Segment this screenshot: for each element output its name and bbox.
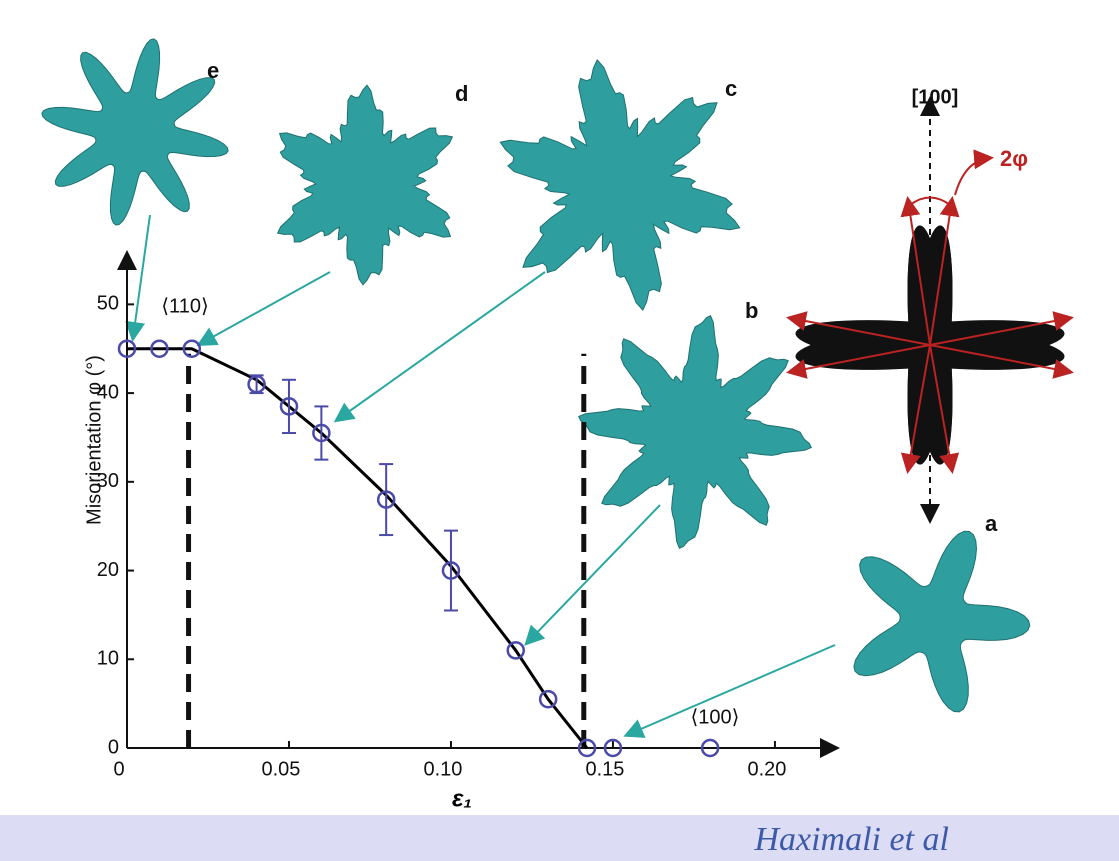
angle-arrow [955,158,990,195]
pointer [527,505,660,643]
crystal [42,39,228,225]
x-tick-label: 0.15 [585,758,624,780]
x-tick-label: 0.20 [747,758,786,780]
annotation: ⟨100⟩ [691,706,740,728]
panel-label: e [207,58,219,83]
illustrations [42,39,1070,735]
x-tick-label: 0.05 [262,758,301,780]
crystal [579,316,812,549]
panel-label: d [455,81,468,106]
pointer [200,272,330,344]
credit: Haximali et al [754,821,949,859]
fit-curve [127,349,587,748]
panel-label: a [985,511,998,536]
pointer [337,272,545,420]
x-tick-label: 0 [113,758,124,780]
y-tick-label: 0 [108,736,119,758]
annotation: 2φ [1000,146,1028,171]
x-axis-label: ε₁ [452,785,472,812]
annotation: ⟨110⟩ [161,295,209,317]
panel-label: b [745,298,758,323]
crystal [500,60,739,310]
footer: Haximali et al [0,815,1119,861]
y-tick-label: 20 [97,559,119,581]
pointer [133,215,150,338]
panel-label: c [725,76,737,101]
chart: Misorientation φ (°) ε₁ ⟨110⟩ ⟨100⟩ a b … [0,0,1119,815]
y-tick-label: 50 [97,293,119,315]
page: Misorientation φ (°) ε₁ ⟨110⟩ ⟨100⟩ a b … [0,0,1119,861]
crystal [854,531,1030,712]
annotation: [100] [912,86,959,108]
crystal [278,85,453,285]
x-tick-label: 0.10 [423,758,462,780]
y-tick-label: 30 [97,470,119,492]
y-tick-label: 40 [97,381,119,403]
y-tick-label: 10 [97,648,119,670]
